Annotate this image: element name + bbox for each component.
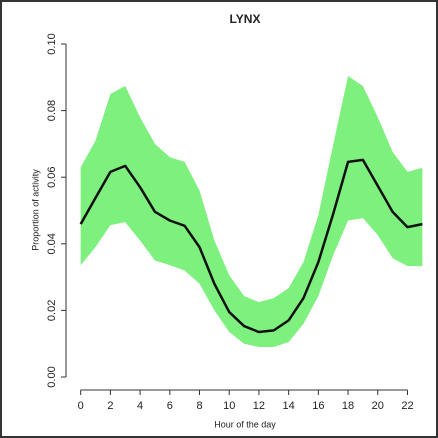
x-tick-label: 6 (167, 400, 173, 412)
x-tick-label: 2 (107, 400, 113, 412)
y-tick-label: 0.10 (46, 33, 58, 54)
x-tick-label: 12 (253, 400, 265, 412)
y-tick-label: 0.00 (46, 366, 58, 387)
y-tick-label: 0.06 (46, 166, 58, 187)
x-tick-label: 8 (196, 400, 202, 412)
y-tick-label: 0.02 (46, 300, 58, 321)
activity-line (79, 158, 423, 334)
x-tick-label: 18 (342, 400, 354, 412)
x-axis-label: Hour of the day (214, 419, 276, 429)
x-tick-label: 16 (312, 400, 324, 412)
y-axis-label: Proportion of activity (30, 169, 40, 251)
x-tick-label: 14 (283, 400, 295, 412)
x-tick-label: 22 (401, 400, 413, 412)
chart-title: LYNX (230, 12, 261, 26)
x-tick-label: 10 (223, 400, 235, 412)
y-tick-label: 0.04 (46, 233, 58, 254)
y-tick-label: 0.08 (46, 100, 58, 121)
x-tick-label: 4 (137, 400, 143, 412)
confidence-band (80, 75, 423, 348)
x-tick-label: 0 (78, 400, 84, 412)
x-tick-label: 20 (372, 400, 384, 412)
